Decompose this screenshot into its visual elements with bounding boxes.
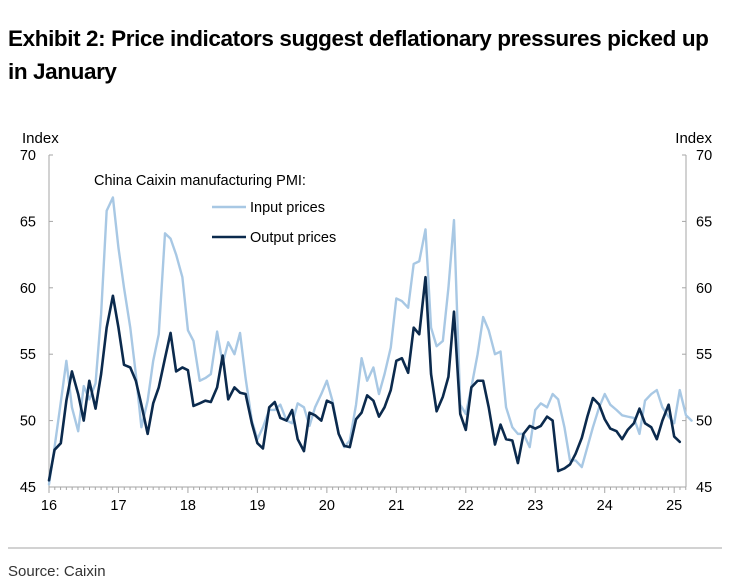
legend-title: China Caixin manufacturing PMI:: [94, 173, 306, 189]
line-chart: Index Index 45 45 50 50 55 55 60 60 65 65 70 70 16 17…: [8, 130, 722, 549]
series-layer: [47, 196, 693, 486]
y-tick-label-left: 50: [20, 414, 36, 430]
y-tick-label-right: 45: [696, 480, 712, 496]
y-tick-label-right: 55: [696, 347, 712, 363]
x-tick-label: 19: [249, 498, 265, 514]
y-tick-label-right: 50: [696, 414, 712, 430]
y-tick-label-left: 70: [20, 148, 36, 164]
x-tick-label: 17: [110, 498, 126, 514]
y-tick-label-left: 55: [20, 347, 36, 363]
legend-label-output-prices: Output prices: [250, 230, 336, 246]
x-tick-label: 20: [319, 498, 335, 514]
y-axis-label-right: Index: [675, 130, 712, 147]
series-line-output-prices: [47, 275, 682, 482]
source-note: Source: Caixin: [8, 563, 106, 580]
legend: China Caixin manufacturing PMI: Input pr…: [94, 173, 336, 246]
y-axis-label-left: Index: [22, 130, 59, 147]
x-tick-label: 22: [458, 498, 474, 514]
y-tick-label-left: 65: [20, 214, 36, 230]
legend-label-input-prices: Input prices: [250, 200, 325, 216]
x-tick-label: 16: [41, 498, 57, 514]
y-tick-label-left: 45: [20, 480, 36, 496]
chart-title: Exhibit 2: Price indicators suggest defl…: [8, 26, 709, 84]
x-tick-label: 21: [388, 498, 404, 514]
x-tick-label: 25: [666, 498, 682, 514]
y-tick-label-right: 70: [696, 148, 712, 164]
x-tick-label: 23: [527, 498, 543, 514]
series-line-input-prices: [47, 196, 693, 486]
ticks: 45 45 50 50 55 55 60 60 65 65 70 70 16 17 18 19 20 21 22 23…: [20, 148, 712, 514]
x-tick-label: 18: [180, 498, 196, 514]
y-tick-label-right: 65: [696, 214, 712, 230]
x-tick-label: 24: [597, 498, 613, 514]
y-tick-label-right: 60: [696, 281, 712, 297]
y-tick-label-left: 60: [20, 281, 36, 297]
